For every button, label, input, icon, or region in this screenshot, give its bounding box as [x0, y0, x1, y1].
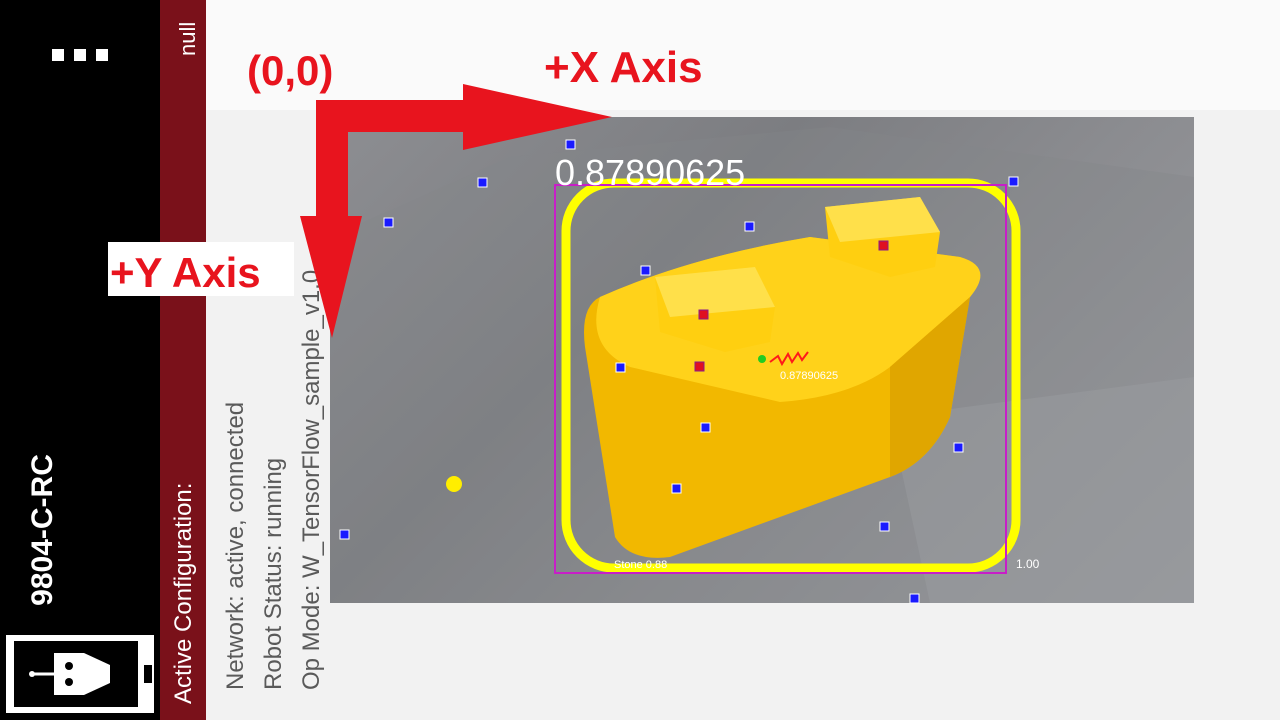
scale-label: 1.00 — [1016, 557, 1040, 571]
center-point — [758, 355, 766, 363]
robot-controller-logo-icon — [3, 632, 157, 716]
config-bar — [160, 0, 206, 720]
stone-label: Stone 0.88 — [614, 559, 667, 571]
overflow-menu-icon[interactable] — [52, 49, 108, 63]
left-strip: 9804-C-RC — [0, 0, 160, 720]
red-keypoints — [694, 240, 889, 372]
confidence-small: 0.87890625 — [780, 370, 838, 382]
confidence-large: 0.87890625 — [555, 152, 745, 193]
yellow-marker — [446, 476, 462, 492]
camera-preview — [330, 117, 1194, 603]
axis-arrow-shape — [300, 84, 612, 338]
top-strip — [206, 0, 1280, 110]
origin-label: (0,0) — [247, 47, 333, 94]
x-axis-label: +X Axis — [544, 43, 703, 92]
keypoints — [339, 139, 1019, 604]
track-scribble — [769, 351, 809, 367]
y-axis-label-bg — [108, 242, 294, 296]
axis-arrows — [300, 84, 612, 338]
bounding-box — [554, 184, 1007, 574]
detection-ring — [561, 178, 1021, 573]
y-axis-label: +Y Axis — [110, 249, 261, 296]
stone-object — [584, 197, 981, 558]
